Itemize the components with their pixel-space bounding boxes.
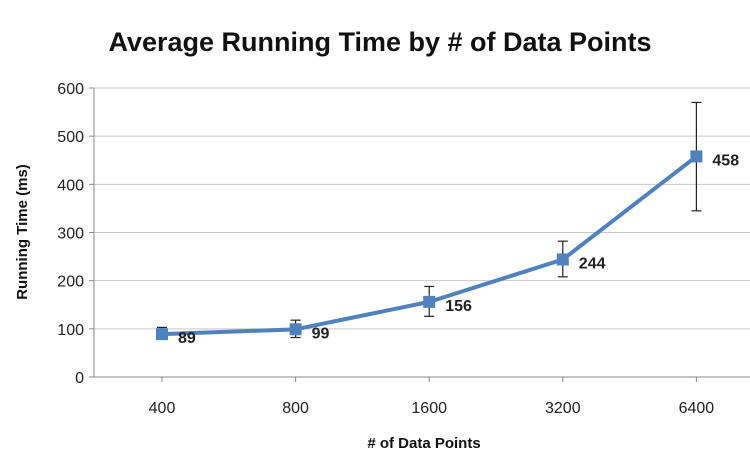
y-axis-title: Running Time (ms) [14, 164, 31, 300]
y-tick-label: 0 [75, 370, 84, 387]
data-value-label: 89 [178, 330, 196, 347]
y-tick-label: 300 [57, 226, 84, 243]
y-tick-label: 100 [57, 322, 84, 339]
data-point-marker [423, 295, 436, 308]
data-value-label: 458 [712, 152, 739, 169]
data-value-label: 156 [445, 298, 472, 315]
data-point-marker [690, 150, 703, 163]
y-tick-label: 200 [57, 274, 84, 291]
x-tick-label: 6400 [679, 400, 715, 417]
y-tick-labels: 0 100 200 300 400 500 600 [57, 81, 84, 387]
gridlines [94, 87, 750, 330]
x-tick-label: 800 [282, 400, 309, 417]
data-point-marker [556, 253, 569, 266]
data-value-label: 244 [579, 255, 606, 272]
x-axis-title: # of Data Points [367, 435, 480, 452]
x-tick-label: 400 [149, 400, 176, 417]
x-tick-label: 3200 [545, 400, 581, 417]
x-tick-labels: 400 800 1600 3200 6400 [149, 400, 715, 417]
data-value-label: 99 [312, 325, 330, 342]
x-tick-label: 1600 [411, 400, 447, 417]
chart-title: Average Running Time by # of Data Points [108, 27, 651, 57]
y-tick-label: 600 [57, 81, 84, 98]
data-labels: 89 99 156 244 458 [178, 152, 739, 347]
data-point-marker [156, 328, 168, 341]
data-point-marker [289, 323, 302, 336]
y-tick-label: 400 [57, 177, 84, 194]
y-tick-label: 500 [57, 129, 84, 146]
data-markers [156, 150, 703, 341]
axes [89, 87, 750, 382]
